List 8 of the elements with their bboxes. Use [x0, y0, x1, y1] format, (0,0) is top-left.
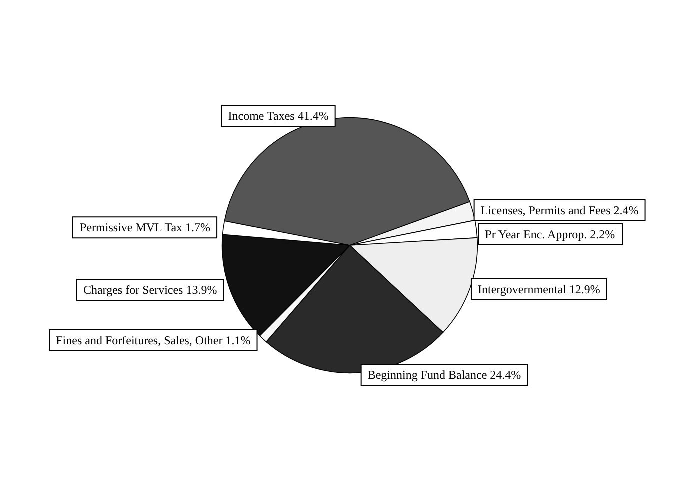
slice-label: Permissive MVL Tax 1.7%: [80, 220, 211, 235]
slice-label: Income Taxes 41.4%: [228, 109, 329, 124]
slice-label: Charges for Services 13.9%: [83, 283, 218, 298]
slice-label: Pr Year Enc. Approp. 2.2%: [485, 228, 616, 242]
slice-label: Intergovernmental 12.9%: [478, 282, 600, 296]
slice-label: Beginning Fund Balance 24.4%: [368, 368, 522, 382]
slice-label: Fines and Forfeitures, Sales, Other 1.1%: [56, 334, 251, 348]
slice-label: Licenses, Permits and Fees 2.4%: [480, 204, 639, 218]
